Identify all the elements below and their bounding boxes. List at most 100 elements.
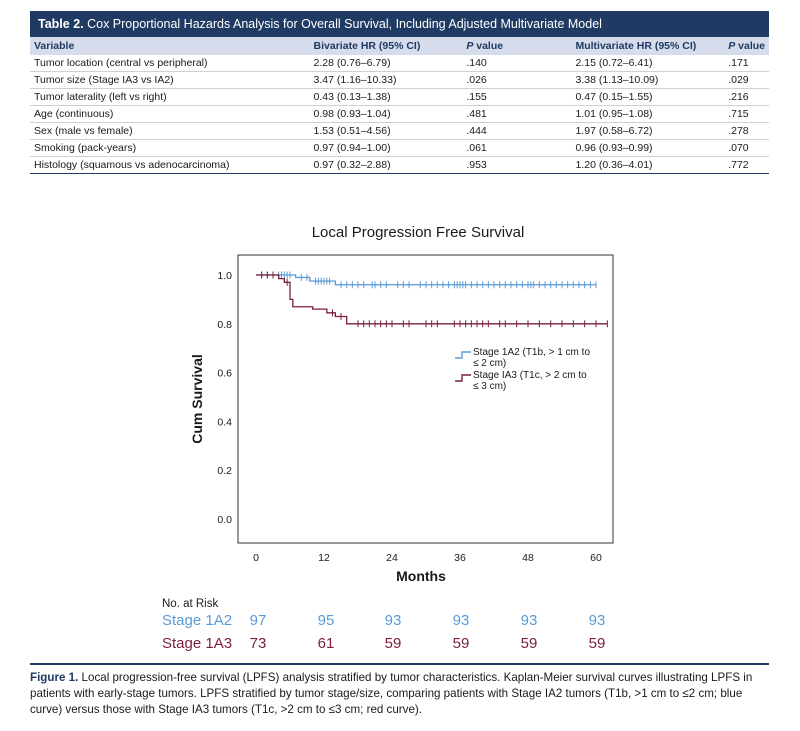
x-axis: 0 12 24 36 48 60 bbox=[253, 552, 602, 564]
risk-value: 59 bbox=[384, 635, 402, 652]
header-p-suffix: value bbox=[473, 40, 504, 52]
x-tick-label: 36 bbox=[454, 552, 466, 564]
legend-swatch-stage-ia3 bbox=[455, 374, 471, 382]
x-tick-label: 12 bbox=[318, 552, 330, 564]
cell-variable: Age (continuous) bbox=[30, 105, 310, 123]
risk-value: 59 bbox=[588, 635, 606, 652]
cell-bivariate-p: .026 bbox=[462, 71, 572, 89]
y-tick-label: 0.8 bbox=[217, 319, 232, 331]
cell-bivariate-p: .155 bbox=[462, 88, 572, 106]
y-tick-label: 0.4 bbox=[217, 416, 232, 428]
cell-multivariate-p: .715 bbox=[724, 105, 769, 123]
risk-value: 93 bbox=[520, 612, 538, 629]
cell-multivariate-p: .772 bbox=[724, 156, 769, 174]
header-p-italic: P bbox=[728, 40, 736, 52]
chart-title: Local Progression Free Survival bbox=[312, 224, 525, 241]
cell-bivariate-p: .140 bbox=[462, 55, 572, 72]
figure-label: Figure 1. bbox=[30, 671, 79, 684]
cell-bivariate-hr: 0.97 (0.94–1.00) bbox=[309, 139, 463, 157]
cell-variable: Tumor laterality (left vs right) bbox=[30, 88, 310, 106]
table-title: Table 2. Cox Proportional Hazards Analys… bbox=[30, 11, 769, 37]
legend: Stage 1A2 (T1b, > 1 cm to ≤ 2 cm) Stage I… bbox=[455, 347, 590, 392]
table-row: Tumor laterality (left vs right) 0.43 (0… bbox=[30, 88, 769, 106]
cell-multivariate-hr: 1.20 (0.36–4.01) bbox=[571, 156, 725, 174]
cell-multivariate-p: .070 bbox=[724, 139, 769, 157]
table-row: Smoking (pack-years) 0.97 (0.94–1.00) .0… bbox=[30, 139, 769, 157]
table-label: Table 2. bbox=[38, 17, 84, 31]
cell-bivariate-hr: 0.43 (0.13–1.38) bbox=[309, 88, 463, 106]
risk-row-label: Stage 1A3 bbox=[162, 635, 233, 652]
cell-bivariate-p: .444 bbox=[462, 122, 572, 140]
legend-label-stage-1a2: Stage 1A2 (T1b, > 1 cm to ≤ 2 cm) bbox=[473, 347, 590, 369]
header-p-suffix: value bbox=[735, 40, 765, 52]
cell-variable: Tumor size (Stage IA3 vs IA2) bbox=[30, 71, 310, 89]
figure-caption-text: Local progression-free survival (LPFS) a… bbox=[30, 671, 753, 716]
risk-table-title: No. at Risk bbox=[162, 598, 219, 610]
legend-swatch-stage-1a2 bbox=[455, 351, 471, 359]
x-tick-label: 0 bbox=[253, 552, 259, 564]
risk-row-label: Stage 1A2 bbox=[162, 612, 233, 629]
table-row: Histology (squamous vs adenocarcinoma) 0… bbox=[30, 156, 769, 174]
table-title-text: Cox Proportional Hazards Analysis for Ov… bbox=[87, 17, 602, 31]
risk-value: 59 bbox=[452, 635, 470, 652]
risk-value: 93 bbox=[384, 612, 402, 629]
header-variable: Variable bbox=[30, 37, 310, 55]
cell-multivariate-p: .216 bbox=[724, 88, 769, 106]
risk-table: No. at Risk Stage 1A2 97 95 93 93 93 93 … bbox=[160, 598, 630, 658]
x-tick-label: 48 bbox=[522, 552, 534, 564]
cell-variable: Histology (squamous vs adenocarcinoma) bbox=[30, 156, 310, 174]
header-p-italic: P bbox=[466, 40, 474, 52]
risk-value: 59 bbox=[520, 635, 538, 652]
y-axis: 0.0 0.2 0.4 0.6 0.8 1.0 bbox=[217, 270, 232, 526]
cell-multivariate-hr: 0.47 (0.15–1.55) bbox=[571, 88, 725, 106]
cell-multivariate-hr: 0.96 (0.93–0.99) bbox=[571, 139, 725, 157]
y-tick-label: 0.2 bbox=[217, 465, 232, 477]
cell-variable: Smoking (pack-years) bbox=[30, 139, 310, 157]
plot-area bbox=[237, 254, 614, 544]
cell-multivariate-p: .278 bbox=[724, 122, 769, 140]
survival-curve-stage-1a2 bbox=[256, 274, 596, 286]
cell-variable: Sex (male vs female) bbox=[30, 122, 310, 140]
header-bivariate-hr: Bivariate HR (95% CI) bbox=[309, 37, 463, 55]
header-multivariate-hr: Multivariate HR (95% CI) bbox=[571, 37, 725, 55]
x-axis-label: Months bbox=[396, 568, 446, 584]
cell-multivariate-hr: 1.97 (0.58–6.72) bbox=[571, 122, 725, 140]
header-multivariate-p: P value bbox=[724, 37, 769, 55]
risk-value: 93 bbox=[588, 612, 606, 629]
cell-bivariate-hr: 2.28 (0.76–6.79) bbox=[309, 55, 463, 72]
table-row: Age (continuous) 0.98 (0.93–1.04) .481 1… bbox=[30, 105, 769, 123]
cell-multivariate-p: .171 bbox=[724, 55, 769, 72]
cell-bivariate-hr: 0.98 (0.93–1.04) bbox=[309, 105, 463, 123]
cell-bivariate-p: .061 bbox=[462, 139, 572, 157]
risk-value: 61 bbox=[317, 635, 335, 652]
y-tick-label: 0.6 bbox=[217, 368, 232, 380]
hazards-table: Table 2. Cox Proportional Hazards Analys… bbox=[30, 11, 769, 174]
cell-multivariate-hr: 3.38 (1.13–10.09) bbox=[571, 71, 725, 89]
table-row: Tumor location (central vs peripheral) 2… bbox=[30, 55, 769, 72]
cell-bivariate-hr: 0.97 (0.32–2.88) bbox=[309, 156, 463, 174]
series-layer bbox=[256, 271, 608, 328]
risk-value: 93 bbox=[452, 612, 470, 629]
x-tick-label: 24 bbox=[386, 552, 398, 564]
legend-label-stage-ia3: Stage IA3 (T1c, > 2 cm to ≤ 3 cm) bbox=[473, 370, 587, 392]
km-survival-chart: Local Progression Free Survival 0.00.20.… bbox=[189, 224, 614, 584]
y-tick-label: 1.0 bbox=[217, 270, 232, 282]
y-tick-label: 0.0 bbox=[217, 514, 232, 526]
table-row: Sex (male vs female) 1.53 (0.51–4.56) .4… bbox=[30, 122, 769, 140]
header-bivariate-p: P value bbox=[462, 37, 572, 55]
cell-bivariate-hr: 3.47 (1.16–10.33) bbox=[309, 71, 463, 89]
risk-value: 95 bbox=[317, 612, 335, 629]
table-header-row: Variable Bivariate HR (95% CI) P value M… bbox=[30, 37, 769, 55]
table-row: Tumor size (Stage IA3 vs IA2) 3.47 (1.16… bbox=[30, 71, 769, 89]
y-axis-label: Cum Survival bbox=[189, 354, 205, 443]
cell-multivariate-hr: 2.15 (0.72–6.41) bbox=[571, 55, 725, 72]
x-tick-label: 60 bbox=[590, 552, 602, 564]
figure-caption: Figure 1. Local progression-free surviva… bbox=[30, 663, 769, 718]
cell-multivariate-p: .029 bbox=[724, 71, 769, 89]
cell-bivariate-p: .953 bbox=[462, 156, 572, 174]
cell-variable: Tumor location (central vs peripheral) bbox=[30, 55, 310, 72]
cell-bivariate-p: .481 bbox=[462, 105, 572, 123]
survival-curve-stage-ia3 bbox=[256, 274, 608, 325]
cell-bivariate-hr: 1.53 (0.51–4.56) bbox=[309, 122, 463, 140]
risk-value: 97 bbox=[249, 612, 267, 629]
